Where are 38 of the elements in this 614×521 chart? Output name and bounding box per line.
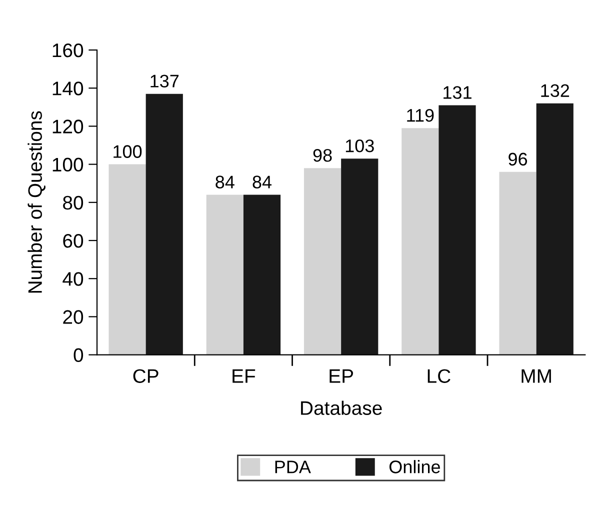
x-tick-label: CP [133,369,158,383]
y-tick-label: 40 [62,272,84,286]
data-label: 119 [407,108,434,122]
bar [402,128,439,355]
y-tick-label: 60 [63,234,84,248]
y-tick-label: 20 [63,310,84,324]
data-label: 84 [216,176,234,188]
bar [206,194,244,355]
legend-label: Online [389,460,440,474]
bar [108,164,146,355]
data-label: 131 [444,86,472,99]
bar [499,172,536,355]
x-axis-title: Database [301,400,382,415]
y-tick-label: 100 [52,158,84,172]
x-tick-label: EP [330,369,354,383]
legend-label: PDA [275,460,311,474]
y-tick-label: 120 [52,120,84,134]
bar [438,105,476,355]
y-tick-label: 80 [63,196,84,210]
data-label: 137 [150,74,179,88]
data-label: 98 [313,148,332,162]
data-label: 100 [114,145,142,158]
x-tick-label: EF [232,369,256,383]
bar [341,158,378,355]
y-tick-label: 160 [52,43,84,58]
x-tick-label: MM [522,369,551,383]
data-label: 84 [252,176,272,188]
y-tick-label: 0 [74,348,84,362]
data-label: 103 [346,139,374,152]
bar [146,94,183,355]
data-label: 132 [541,84,570,98]
x-tick-label: LC [428,369,450,383]
bar [243,194,281,355]
y-axis-title: Number of Questions [28,111,46,293]
y-tick-label: 140 [52,82,84,96]
bar [304,168,342,355]
data-label: 96 [508,152,528,166]
bar [536,103,574,355]
